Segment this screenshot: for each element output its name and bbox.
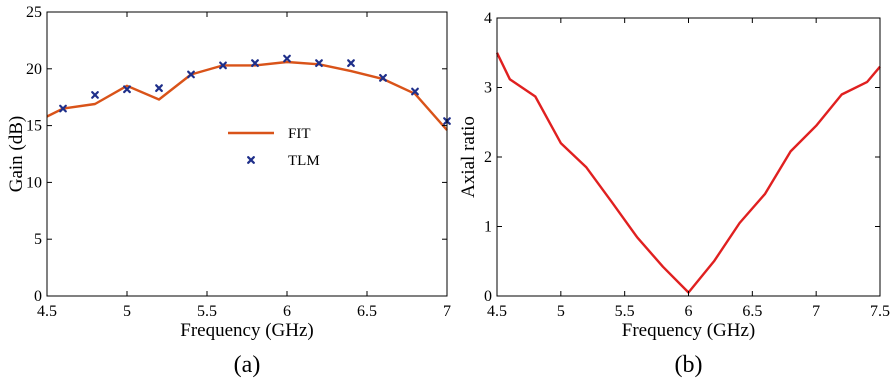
legend: FIT TLM [228, 126, 320, 169]
y-tick-label: 5 [34, 231, 42, 248]
x-tick-label: 7.5 [870, 303, 890, 320]
x-axis-label: Frequency (GHz) [180, 320, 313, 341]
x-tick-label: 4.5 [487, 303, 507, 320]
plot-frame [46, 11, 448, 297]
data-point-tlm [251, 59, 259, 68]
data-point-tlm [411, 87, 419, 96]
data-point-tlm [187, 70, 195, 79]
panel-label: (b) [675, 352, 703, 378]
panel-label: (a) [234, 352, 261, 378]
series-group [46, 54, 451, 131]
axial-ratio-chart: 4.5 5 5.5 6 6.5 7 7.5 0 1 2 3 4 Frequency (GHz) Axial… [458, 10, 890, 378]
y-axis-label: Gain (dB) [6, 116, 27, 193]
y-tick-label: 2 [484, 149, 492, 166]
x-tick-label: 5 [557, 303, 565, 320]
data-point-tlm [155, 84, 163, 93]
x-tick-label: 6.5 [357, 303, 377, 320]
legend-label-tlm: TLM [288, 153, 320, 169]
plot-frame [496, 17, 881, 297]
x-tick-label: 4.5 [37, 303, 57, 320]
x-tick-label: 6 [283, 303, 291, 320]
y-tick-label: 0 [484, 288, 492, 305]
data-point-tlm [379, 73, 387, 82]
y-tick-label: 25 [26, 4, 42, 21]
series-line-axial-ratio [495, 52, 881, 294]
data-point-tlm [283, 54, 291, 63]
legend-label-fit: FIT [288, 126, 311, 142]
x-tick-label: 5 [123, 303, 131, 320]
data-point-tlm [347, 59, 355, 68]
y-tick-label: 20 [26, 61, 42, 78]
x-tick-label: 5.5 [197, 303, 217, 320]
data-point-tlm [219, 61, 227, 70]
y-axis-label: Axial ratio [458, 116, 479, 198]
y-tick-label: 15 [26, 118, 42, 135]
x-tick-label: 5.5 [615, 303, 635, 320]
legend-marker-tlm [247, 156, 255, 164]
y-tick-label: 10 [26, 174, 42, 191]
y-tick-label: 0 [34, 288, 42, 305]
x-axis-label: Frequency (GHz) [622, 320, 755, 341]
data-point-tlm [91, 91, 99, 99]
data-point-tlm [123, 85, 131, 94]
series-group [495, 52, 881, 294]
x-tick-label: 7 [443, 303, 451, 320]
y-tick-label: 4 [484, 10, 492, 27]
data-point-tlm [59, 104, 67, 113]
y-tick-label: 1 [484, 219, 492, 236]
data-point-tlm [315, 59, 323, 68]
series-line-fit [46, 60, 448, 131]
x-tick-label: 6.5 [742, 303, 762, 320]
x-tick-label: 7 [812, 303, 820, 320]
gain-chart: 4.5 5 5.5 6 6.5 7 0 5 10 15 20 25 Frequency (GHz) Gai… [6, 4, 451, 378]
y-tick-label: 3 [484, 80, 492, 97]
x-tick-label: 6 [685, 303, 693, 320]
